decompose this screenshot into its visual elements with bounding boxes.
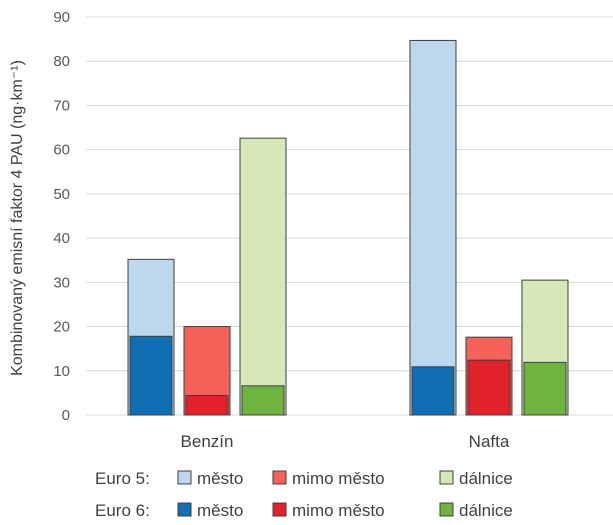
legend-item-label: město: [197, 501, 243, 520]
y-tick-label: 80: [53, 53, 70, 70]
bar-euro-5-2-0: [239, 137, 287, 416]
legend-swatch: [177, 502, 192, 517]
y-tick-label: 50: [53, 186, 70, 203]
y-tick-label: 20: [53, 319, 70, 336]
legend-item-label: mimo město: [292, 501, 385, 520]
y-tick-label: 90: [53, 9, 70, 26]
category-labels: Benzín Nafta: [181, 432, 510, 451]
category-label: Nafta: [469, 432, 510, 451]
y-tick-label: 40: [53, 230, 70, 247]
legend-item-label: dálnice: [459, 501, 513, 520]
legend-item-label: dálnice: [459, 469, 513, 488]
category-label: Benzín: [181, 432, 234, 451]
bars: [127, 39, 569, 416]
legend-row-label: Euro 6:: [95, 501, 150, 520]
bar-euro-6-2-0: [241, 385, 285, 416]
bar-euro-5-0-1: [409, 39, 457, 416]
bar-euro-6-1-1: [467, 359, 511, 416]
y-tick-label: 30: [53, 274, 70, 291]
legend-item-label: mimo město: [292, 469, 385, 488]
legend-swatch: [439, 470, 454, 485]
legend-swatch: [272, 502, 287, 517]
y-tick-label: 0: [62, 407, 70, 424]
y-tick-label: 10: [53, 363, 70, 380]
bar-euro-6-2-1: [523, 361, 567, 416]
y-axis-label: Kombinovaný emisní faktor 4 PAU (ng·km⁻¹…: [9, 60, 26, 376]
y-tick-labels: 0 10 20 30 40 50 60 70 80 90: [53, 9, 70, 424]
legend-swatch: [177, 470, 192, 485]
legend: Euro 5: město mimo město dálnice Euro 6: měst…: [95, 469, 513, 520]
bar-euro-6-0-0: [129, 335, 173, 416]
y-tick-label: 70: [53, 97, 70, 114]
legend-swatch: [439, 502, 454, 517]
legend-swatch: [272, 470, 287, 485]
legend-row-label: Euro 5:: [95, 469, 150, 488]
legend-item-label: město: [197, 469, 243, 488]
bar-euro-6-0-1: [411, 366, 455, 416]
y-tick-label: 60: [53, 142, 70, 159]
bar-euro-6-1-0: [185, 395, 229, 416]
